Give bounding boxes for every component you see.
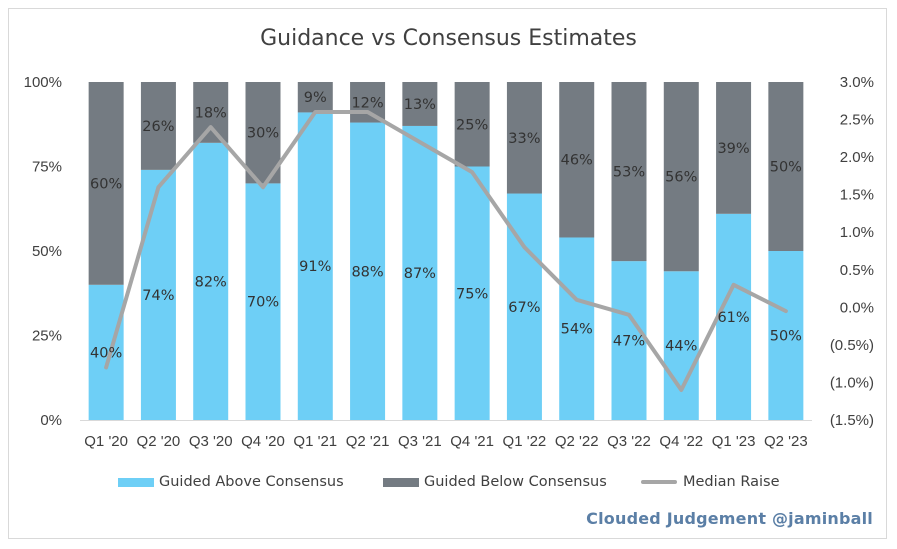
data-label-guided-below: 60%	[90, 176, 122, 192]
bar-guided-below	[245, 82, 281, 184]
data-label-guided-above: 74%	[142, 288, 174, 304]
bar-guided-above	[140, 169, 176, 420]
line-median-raise	[104, 110, 788, 392]
x-tick-label: Q4 '21	[450, 433, 494, 450]
data-label-guided-below: 30%	[247, 126, 279, 142]
y-right-tick-label: 0.5%	[840, 262, 874, 279]
bar-guided-above	[559, 237, 595, 420]
data-label-guided-above: 82%	[195, 274, 227, 290]
bar-guided-below	[297, 82, 333, 113]
y-right-tick-label: (1.5%)	[830, 412, 874, 429]
legend-label-median-raise: Median Raise	[683, 474, 780, 490]
data-label-guided-below: 12%	[351, 95, 383, 111]
x-tick-label: Q4 '20	[241, 433, 285, 450]
y-left-tick-label: 0%	[40, 412, 62, 429]
bar-guided-below	[663, 82, 699, 272]
x-tick-label: Q2 '21	[346, 433, 390, 450]
data-label-guided-above: 40%	[90, 345, 122, 361]
bar-guided-below	[88, 82, 124, 285]
x-tick-label: Q1 '21	[293, 433, 337, 450]
data-label-guided-below: 13%	[404, 97, 436, 113]
legend-label-guided-above: Guided Above Consensus	[159, 474, 344, 490]
x-tick-label: Q3 '21	[398, 433, 442, 450]
data-label-guided-above: 87%	[404, 266, 436, 282]
bar-guided-above	[88, 284, 124, 420]
data-label-guided-below: 18%	[195, 105, 227, 121]
legend-item-guided-below: Guided Below Consensus	[383, 474, 607, 490]
data-label-guided-below: 53%	[613, 165, 645, 181]
data-label-guided-below: 39%	[717, 141, 749, 157]
bar-guided-above	[245, 183, 281, 420]
bar-guided-above	[716, 213, 752, 420]
y-right-tick-label: 2.0%	[840, 149, 874, 166]
x-tick-label: Q1 '23	[712, 433, 756, 450]
bar-guided-below	[454, 82, 490, 167]
x-tick-label: Q4 '22	[659, 433, 703, 450]
bar-guided-below	[559, 82, 595, 238]
data-label-guided-above: 70%	[247, 295, 279, 311]
legend-swatch-median-raise	[641, 480, 677, 484]
bar-guided-above	[193, 142, 229, 420]
bar-guided-below	[716, 82, 752, 214]
x-tick-label: Q1 '22	[503, 433, 547, 450]
data-label-guided-above: 75%	[456, 286, 488, 302]
y-right-tick-label: 2.5%	[840, 112, 874, 129]
chart-title: Guidance vs Consensus Estimates	[260, 26, 637, 51]
bar-guided-below	[193, 82, 229, 143]
chart-legend: Guided Above Consensus Guided Below Cons…	[0, 474, 897, 494]
x-tick-label: Q3 '20	[189, 433, 233, 450]
bar-guided-below	[768, 82, 804, 251]
bar-guided-below	[402, 82, 438, 126]
y-left-tick-label: 75%	[32, 159, 62, 176]
x-tick-label: Q1 '20	[84, 433, 128, 450]
data-label-guided-above: 91%	[299, 259, 331, 275]
bar-guided-above	[402, 125, 438, 420]
y-left-tick-label: 100%	[24, 74, 62, 91]
legend-swatch-guided-below	[383, 477, 419, 487]
data-label-guided-above: 61%	[717, 310, 749, 326]
data-label-guided-above: 47%	[613, 334, 645, 350]
data-label-guided-below: 46%	[561, 153, 593, 169]
bar-guided-below	[350, 82, 386, 123]
y-right-tick-label: 1.5%	[840, 187, 874, 204]
bar-guided-above	[768, 251, 804, 420]
data-label-guided-above: 50%	[770, 329, 802, 345]
data-label-guided-above: 88%	[351, 264, 383, 280]
bar-guided-below	[506, 82, 542, 194]
credit-text: Clouded Judgement @jaminball	[586, 509, 873, 528]
bar-guided-above	[611, 261, 647, 420]
data-label-guided-below: 26%	[142, 119, 174, 135]
y-right-tick-label: 3.0%	[840, 74, 874, 91]
y-right-tick-label: (1.0%)	[830, 374, 874, 391]
bar-guided-below	[611, 82, 647, 262]
bar-guided-above	[297, 112, 333, 421]
data-label-guided-above: 54%	[561, 322, 593, 338]
bar-guided-above	[454, 166, 490, 420]
bar-guided-above	[350, 122, 386, 420]
x-tick-label: Q3 '22	[607, 433, 651, 450]
data-label-guided-below: 33%	[508, 131, 540, 147]
legend-item-median-raise: Median Raise	[641, 474, 780, 490]
y-left-tick-label: 25%	[32, 328, 62, 345]
legend-item-guided-above: Guided Above Consensus	[118, 474, 344, 490]
x-tick-label: Q2 '22	[555, 433, 599, 450]
y-right-tick-label: 1.0%	[840, 224, 874, 241]
x-tick-label: Q2 '20	[137, 433, 181, 450]
data-label-guided-below: 9%	[304, 90, 327, 106]
y-right-tick-label: 0.0%	[840, 299, 874, 316]
x-tick-label: Q2 '23	[764, 433, 808, 450]
legend-label-guided-below: Guided Below Consensus	[424, 474, 607, 490]
data-label-guided-below: 56%	[665, 170, 697, 186]
data-label-guided-below: 50%	[770, 160, 802, 176]
y-right-tick-label: (0.5%)	[830, 337, 874, 354]
bar-guided-above	[663, 271, 699, 420]
legend-swatch-guided-above	[118, 477, 154, 487]
data-label-guided-above: 67%	[508, 300, 540, 316]
bar-guided-below	[140, 82, 176, 170]
data-label-guided-below: 25%	[456, 117, 488, 133]
data-label-guided-above: 44%	[665, 339, 697, 355]
y-left-tick-label: 50%	[32, 243, 62, 260]
